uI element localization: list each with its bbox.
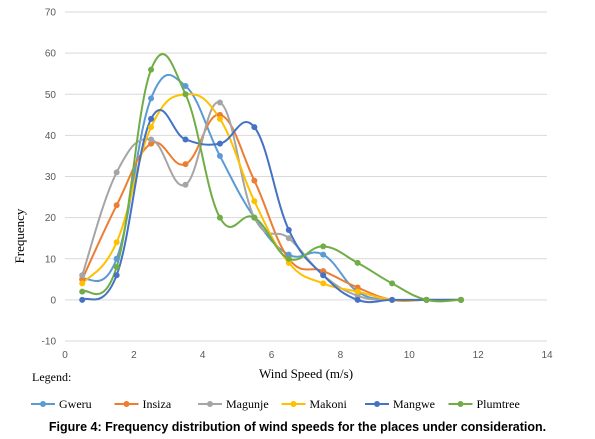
data-point-makoni xyxy=(148,124,155,131)
data-point-magunje xyxy=(148,136,155,143)
y-axis-title: Frequency xyxy=(12,208,27,263)
data-point-magunje xyxy=(182,181,189,188)
data-point-insiza xyxy=(79,276,86,283)
series-line-mangwe xyxy=(81,109,461,304)
legend-marker xyxy=(290,401,297,407)
y-tick-label: -10 xyxy=(42,337,57,348)
data-point-mangwe xyxy=(79,296,86,303)
data-point-plumtree xyxy=(285,255,292,262)
data-point-mangwe xyxy=(182,136,189,143)
y-tick-label: 20 xyxy=(45,213,57,224)
data-point-plumtree xyxy=(251,214,258,221)
data-point-makoni xyxy=(285,259,292,266)
data-point-mangwe xyxy=(320,272,327,279)
data-point-mangwe xyxy=(285,226,292,233)
legend-label: Magunje xyxy=(226,397,269,411)
data-point-mangwe xyxy=(148,115,155,122)
data-point-gweru xyxy=(216,152,223,159)
x-tick-label: 2 xyxy=(131,350,137,361)
x-tick-label: 0 xyxy=(62,350,68,361)
data-point-gweru xyxy=(113,255,120,262)
data-point-magunje xyxy=(354,292,361,299)
data-point-plumtree xyxy=(354,259,361,266)
data-point-mangwe xyxy=(216,140,223,147)
data-point-mangwe xyxy=(251,124,258,131)
data-point-magunje xyxy=(216,99,223,106)
data-point-makoni xyxy=(320,280,327,287)
data-point-insiza xyxy=(182,161,189,168)
figure-caption: Figure 4: Frequency distribution of wind… xyxy=(48,420,547,434)
x-tick-label: 4 xyxy=(200,350,206,361)
data-point-plumtree xyxy=(79,288,86,295)
legend-marker xyxy=(40,401,46,407)
data-point-gweru xyxy=(285,251,292,258)
x-tick-label: 12 xyxy=(473,350,485,361)
data-point-plumtree xyxy=(320,243,327,250)
legend-title: Legend: xyxy=(32,370,71,384)
legend-marker xyxy=(457,401,464,407)
data-point-insiza xyxy=(113,202,120,209)
legend-label: Mangwe xyxy=(393,397,435,411)
data-point-insiza xyxy=(354,284,361,291)
x-tick-labels: 0 2 4 6 8 10 12 14 xyxy=(62,350,553,361)
data-point-gweru xyxy=(148,95,155,102)
legend-label: Makoni xyxy=(310,397,348,411)
data-point-magunje xyxy=(285,235,292,242)
series-markers xyxy=(79,66,464,303)
x-tick-label: 14 xyxy=(541,350,553,361)
data-point-plumtree xyxy=(389,280,396,287)
data-point-plumtree xyxy=(113,263,120,270)
x-axis-title: Wind Speed (m/s) xyxy=(259,366,353,381)
legend-label: Plumtree xyxy=(477,397,520,411)
x-tick-label: 6 xyxy=(269,350,275,361)
legend-marker xyxy=(123,401,130,407)
y-tick-label: 60 xyxy=(45,49,57,60)
data-point-mangwe xyxy=(354,296,361,303)
y-tick-label: 30 xyxy=(45,172,57,183)
data-point-makoni xyxy=(216,115,223,122)
data-point-plumtree xyxy=(423,296,430,303)
data-point-plumtree xyxy=(182,91,189,98)
data-point-mangwe xyxy=(389,296,396,303)
x-tick-label: 8 xyxy=(338,350,344,361)
data-point-plumtree xyxy=(216,214,223,221)
data-point-plumtree xyxy=(457,296,464,303)
series-line-gweru xyxy=(81,74,461,302)
data-point-magunje xyxy=(79,272,86,279)
legend-label: Gweru xyxy=(59,397,92,411)
legend-marker xyxy=(207,401,213,407)
data-point-makoni xyxy=(113,239,120,246)
data-point-magunje xyxy=(113,169,120,176)
data-point-makoni xyxy=(79,280,86,287)
legend-marker xyxy=(374,401,380,407)
legend: Gweru Insiza Magunje Makoni Mangwe Plumtree xyxy=(31,397,520,411)
y-tick-label: 40 xyxy=(45,131,57,142)
data-point-plumtree xyxy=(148,66,155,73)
y-tick-labels: -10 0 10 20 30 40 50 60 70 xyxy=(42,8,57,348)
data-point-insiza xyxy=(216,111,223,118)
y-tick-label: 70 xyxy=(45,8,57,19)
data-point-makoni xyxy=(354,288,361,295)
data-point-makoni xyxy=(251,198,258,205)
y-tick-label: 50 xyxy=(45,90,57,101)
y-tick-label: 0 xyxy=(50,295,56,306)
line-chart: -10 0 10 20 30 40 50 60 70 0 2 4 6 8 10 12 14 Frequency… xyxy=(12,8,553,412)
y-tick-label: 10 xyxy=(45,254,57,265)
data-point-gweru xyxy=(320,251,327,258)
data-point-insiza xyxy=(320,268,327,275)
data-point-mangwe xyxy=(113,272,120,279)
series-lines xyxy=(81,53,461,304)
data-point-insiza xyxy=(251,177,258,184)
data-point-insiza xyxy=(148,140,155,147)
data-point-gweru xyxy=(182,83,189,90)
legend-label: Insiza xyxy=(143,397,172,411)
x-tick-label: 10 xyxy=(404,350,416,361)
